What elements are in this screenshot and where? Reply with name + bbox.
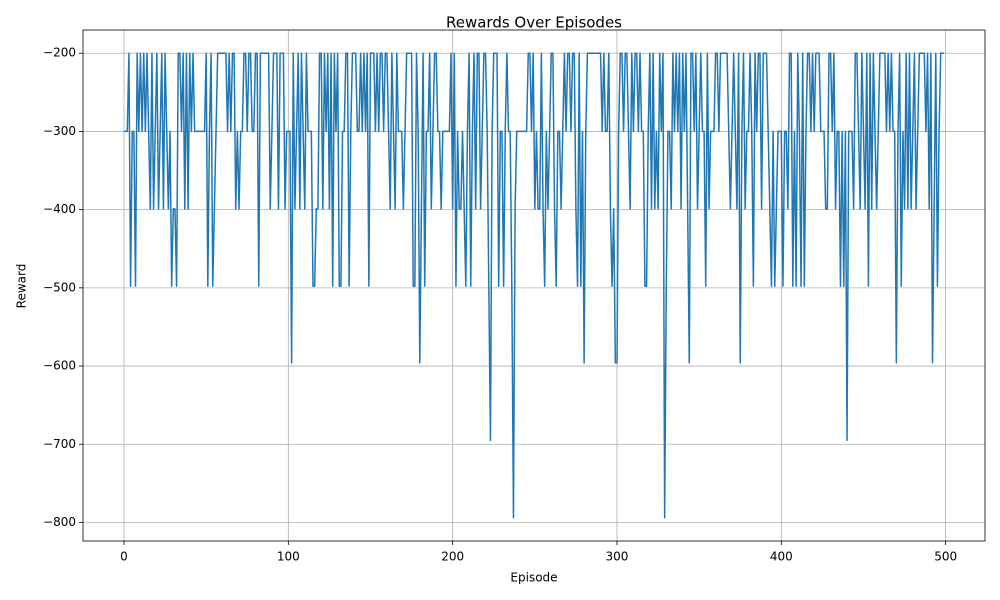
plot-frame	[82, 29, 986, 542]
y-axis-label: Reward	[15, 264, 29, 309]
x-tick-label: 300	[606, 550, 629, 564]
y-tick-label: −700	[43, 437, 76, 451]
chart-title: Rewards Over Episodes	[446, 14, 622, 32]
y-tick-label: −400	[43, 202, 76, 216]
x-tick-label: 0	[120, 550, 128, 564]
y-tick-label: −600	[43, 359, 76, 373]
x-axis-label: Episode	[510, 571, 557, 585]
y-tick-label: −200	[43, 46, 76, 60]
y-tick-label: −800	[43, 515, 76, 529]
y-tick-label: −500	[43, 280, 76, 294]
x-tick-label: 100	[277, 550, 300, 564]
x-tick-label: 200	[441, 550, 464, 564]
x-tick-label: 500	[934, 550, 957, 564]
data-line	[124, 52, 944, 519]
y-tick-label: −300	[43, 124, 76, 138]
x-tick-label: 400	[770, 550, 793, 564]
